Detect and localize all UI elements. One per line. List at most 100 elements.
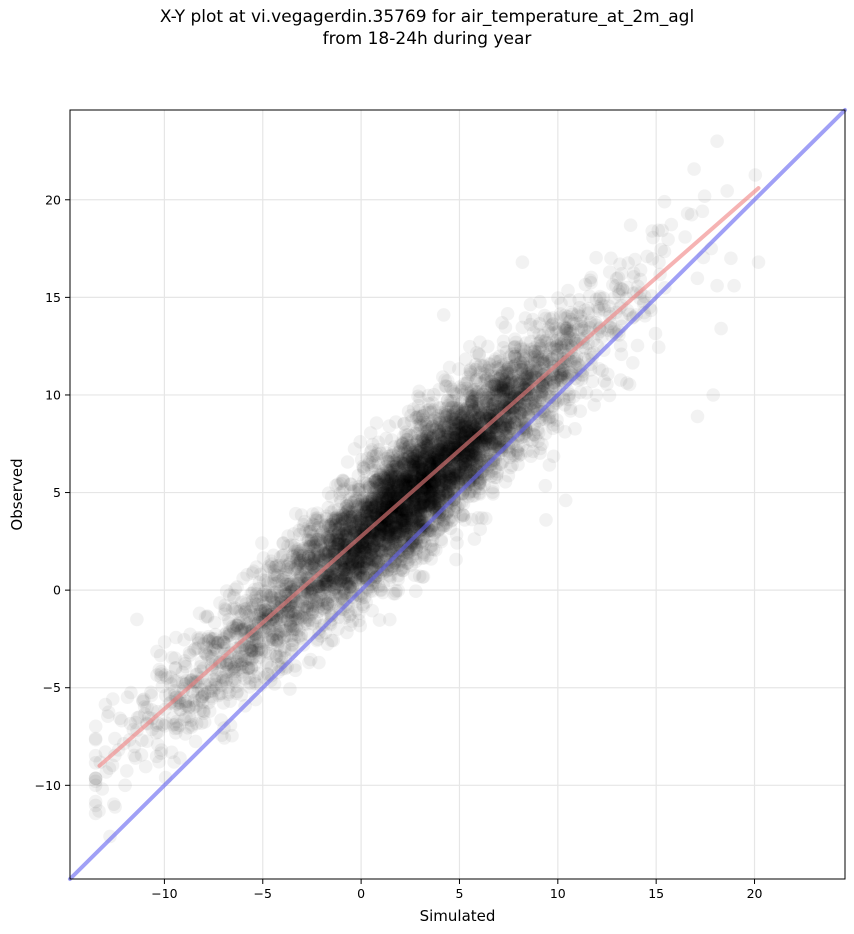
scatter-point (303, 652, 318, 667)
scatter-point (420, 459, 435, 474)
scatter-point (496, 386, 511, 400)
scatter-point (538, 347, 553, 361)
scatter-point (305, 616, 320, 631)
scatter-point (509, 403, 523, 418)
scatter-point (149, 726, 164, 740)
scatter-point (383, 518, 398, 533)
scatter-point (341, 555, 355, 569)
scatter-point (445, 418, 459, 433)
scatter-point (461, 404, 476, 418)
scatter-point (432, 429, 447, 443)
scatter-point (249, 631, 264, 645)
scatter-point (488, 453, 503, 468)
scatter-point (562, 387, 577, 402)
scatter-point (386, 485, 400, 500)
scatter-point (550, 343, 564, 358)
scatter-point (342, 562, 357, 576)
scatter-point (510, 381, 525, 395)
scatter-point (383, 484, 397, 498)
scatter-point (550, 338, 564, 353)
scatter-point (140, 734, 154, 748)
scatter-point (503, 421, 518, 435)
scatter-point (326, 513, 340, 527)
scatter-point (479, 430, 493, 445)
scatter-point (425, 479, 440, 494)
scatter-point (480, 461, 494, 476)
scatter-point (299, 603, 314, 618)
scatter-point (386, 531, 401, 545)
scatter-point (391, 529, 405, 544)
scatter-point (533, 446, 547, 460)
scatter-point (371, 502, 386, 516)
scatter-point (422, 460, 436, 475)
scatter-point (426, 481, 441, 496)
scatter-point (369, 495, 384, 510)
scatter-point (220, 625, 234, 640)
scatter-point (183, 648, 197, 662)
scatter-point (336, 556, 351, 571)
scatter-point (218, 598, 232, 612)
scatter-point (422, 499, 436, 513)
scatter-point (540, 387, 554, 402)
scatter-point (394, 513, 408, 528)
scatter-point (460, 384, 475, 398)
scatter-point (398, 472, 413, 487)
scatter-point (410, 451, 425, 465)
scatter-point (397, 473, 412, 487)
scatter-point (374, 495, 388, 509)
scatter-point (450, 426, 465, 441)
scatter-point (412, 403, 427, 418)
scatter-point (427, 423, 442, 437)
scatter-point (321, 548, 335, 563)
scatter-point (425, 396, 440, 410)
scatter-point (412, 465, 427, 479)
scatter-point (391, 478, 405, 493)
scatter-point (279, 559, 294, 574)
scatter-point (270, 628, 284, 642)
scatter-point (322, 532, 336, 546)
scatter-point (530, 349, 545, 364)
scatter-point (197, 687, 212, 702)
scatter-point (183, 627, 197, 642)
scatter-point (207, 672, 222, 687)
scatter-point (365, 535, 380, 550)
scatter-point (527, 389, 542, 403)
scatter-point (231, 618, 245, 633)
scatter-point (545, 352, 559, 366)
scatter-point (394, 472, 408, 487)
scatter-point (290, 561, 305, 575)
scatter-point (375, 491, 390, 506)
scatter-point (376, 521, 391, 536)
scatter-point (459, 376, 474, 391)
scatter-point (435, 430, 449, 445)
scatter-point (235, 656, 249, 671)
scatter-point (382, 419, 397, 433)
scatter-point (248, 669, 262, 684)
scatter-point (407, 497, 421, 512)
scatter-point (340, 562, 355, 576)
scatter-point (319, 547, 334, 562)
scatter-point (452, 418, 466, 433)
scatter-point (401, 518, 416, 533)
scatter-point (335, 560, 349, 575)
scatter-point (325, 530, 339, 545)
scatter-point (523, 384, 537, 399)
scatter-point (464, 397, 478, 412)
scatter-point (374, 527, 388, 542)
scatter-point (461, 422, 476, 436)
scatter-point (359, 504, 373, 519)
scatter-point (352, 512, 367, 527)
scatter-point (498, 377, 512, 392)
scatter-point (336, 507, 350, 521)
scatter-point (498, 374, 513, 389)
scatter-point (449, 422, 464, 436)
scatter-point (201, 673, 215, 688)
scatter-point (113, 711, 127, 726)
scatter-point (411, 409, 425, 424)
scatter-point (374, 501, 389, 516)
scatter-point (425, 470, 440, 485)
scatter-point (413, 465, 427, 479)
scatter-point (427, 477, 442, 491)
scatter-point (339, 568, 354, 582)
